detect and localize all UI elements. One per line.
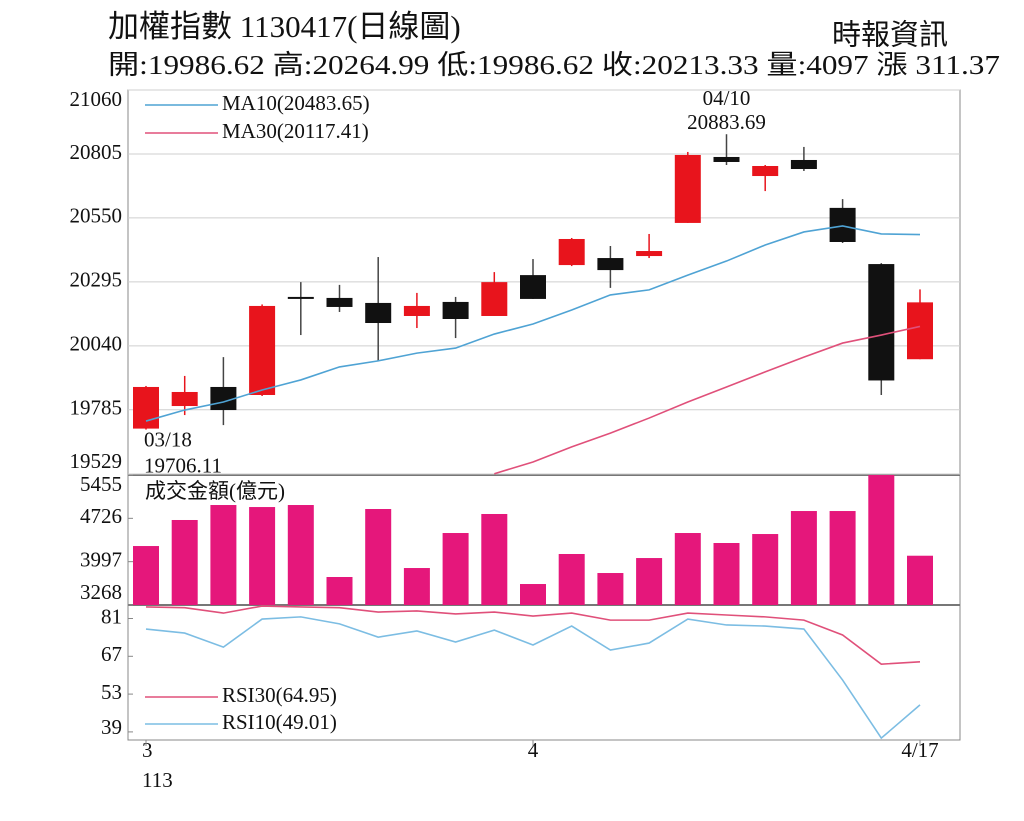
bar (210, 505, 237, 605)
y-tick-label: 3268 (80, 580, 122, 604)
bar (636, 558, 663, 605)
y-tick-label: 19529 (70, 449, 123, 473)
y-tick-label: 3997 (80, 547, 122, 571)
legend-label: RSI30(64.95) (222, 683, 337, 707)
bar (365, 509, 392, 605)
bar (520, 584, 546, 605)
candle-body (326, 297, 353, 307)
bar (403, 568, 430, 605)
y-tick-label: 5455 (80, 472, 122, 496)
candle-body (558, 238, 585, 266)
series-line (145, 605, 921, 665)
y-tick-label: 39 (101, 715, 122, 739)
annotation-value: 20883.69 (687, 110, 766, 134)
series-line (145, 616, 921, 740)
candle-body (790, 159, 817, 170)
candle-body (597, 258, 624, 271)
y-tick-label: 67 (101, 642, 122, 666)
candle-body (674, 154, 701, 223)
source: 時報資訊 (832, 19, 948, 52)
bar (752, 534, 779, 605)
y-tick-label: 20040 (70, 332, 123, 356)
legend-label: MA30(20117.41) (222, 119, 369, 143)
candle-body (442, 301, 469, 319)
bar (558, 553, 585, 605)
legend-label: MA10(20483.65) (222, 91, 370, 115)
candle-body (481, 282, 508, 316)
bar (790, 511, 817, 605)
candle-body (210, 386, 237, 411)
quote-line: 開:19986.62 高:20264.99 低:19986.62 收:20213… (108, 50, 1000, 80)
bar (713, 543, 740, 605)
y-tick-label: 20550 (70, 204, 123, 228)
candle-body (520, 275, 546, 299)
y-tick-label: 20295 (70, 268, 123, 292)
y-tick-label: 4726 (80, 504, 122, 528)
y-tick-label: 19785 (70, 396, 123, 420)
y-tick-label: 53 (101, 680, 122, 704)
candle-body (752, 165, 779, 177)
y-tick-label: 20805 (70, 140, 123, 164)
bar (674, 533, 701, 605)
candle-body (133, 386, 159, 429)
bar (442, 533, 469, 605)
bar (907, 555, 933, 605)
candle-body (249, 305, 276, 395)
bar (868, 475, 895, 605)
x-tick-label: 4 (528, 738, 539, 762)
bar (481, 513, 508, 605)
annotation-value: 19706.11 (144, 453, 222, 477)
series-line (494, 325, 921, 475)
candle-body (829, 207, 856, 242)
legend-label: RSI10(49.01) (222, 710, 337, 734)
candle-body (403, 305, 430, 316)
x-sublabel: 113 (142, 768, 173, 792)
annotation-date: 04/10 (703, 86, 751, 110)
x-tick-label: 3 (142, 738, 153, 762)
plot-frame (127, 89, 961, 741)
bar (249, 507, 276, 605)
bar (597, 573, 624, 605)
page-title: 加權指數 1130417(日線圖) (108, 9, 461, 44)
candle-body (287, 296, 314, 299)
bar (829, 511, 856, 605)
bar (326, 577, 353, 605)
y-tick-label: 21060 (70, 87, 123, 111)
annotation-date: 03/18 (144, 427, 192, 451)
panel-title: 成交金額(億元) (145, 479, 285, 503)
bar (133, 546, 159, 605)
bar (171, 519, 198, 605)
candle-body (365, 302, 392, 324)
candle-body (171, 391, 198, 407)
candle-body (713, 156, 740, 162)
bar (287, 505, 314, 605)
candle-body (868, 264, 895, 381)
y-tick-label: 81 (101, 604, 122, 628)
series-line (145, 225, 921, 422)
candle-body (907, 302, 933, 360)
candle-body (636, 251, 663, 257)
